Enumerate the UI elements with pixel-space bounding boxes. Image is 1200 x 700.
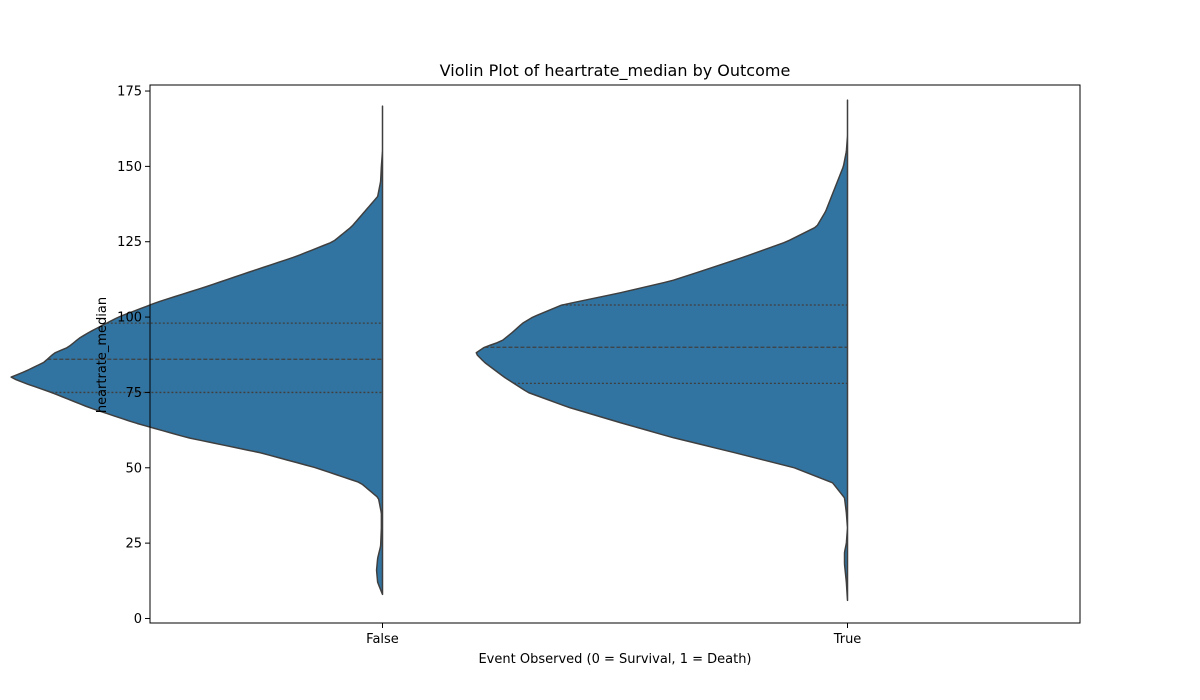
- y-tick-label: 175: [117, 85, 142, 100]
- x-tick-label: False: [366, 632, 399, 647]
- y-tick-label: 100: [117, 311, 142, 326]
- y-tick-label: 50: [125, 461, 142, 476]
- y-axis: 0 25 50 75 100 125 150 175: [117, 85, 150, 627]
- plot-area: [10, 99, 849, 602]
- y-tick-label: 125: [117, 235, 142, 250]
- x-axis-label: Event Observed (0 = Survival, 1 = Death): [478, 652, 751, 667]
- violin-body-true: [475, 99, 849, 602]
- y-tick-label: 25: [125, 537, 142, 552]
- y-tick-label: 150: [117, 160, 142, 175]
- violin-body-false: [10, 105, 384, 596]
- x-tick-label: True: [833, 632, 862, 647]
- chart-title: Violin Plot of heartrate_median by Outco…: [440, 61, 791, 81]
- axes-frame: [149, 84, 1081, 624]
- y-tick-label: 75: [125, 386, 142, 401]
- x-axis: False True: [366, 623, 861, 647]
- y-axis-label: heartrate_median: [95, 297, 110, 413]
- y-tick-label: 0: [134, 612, 142, 627]
